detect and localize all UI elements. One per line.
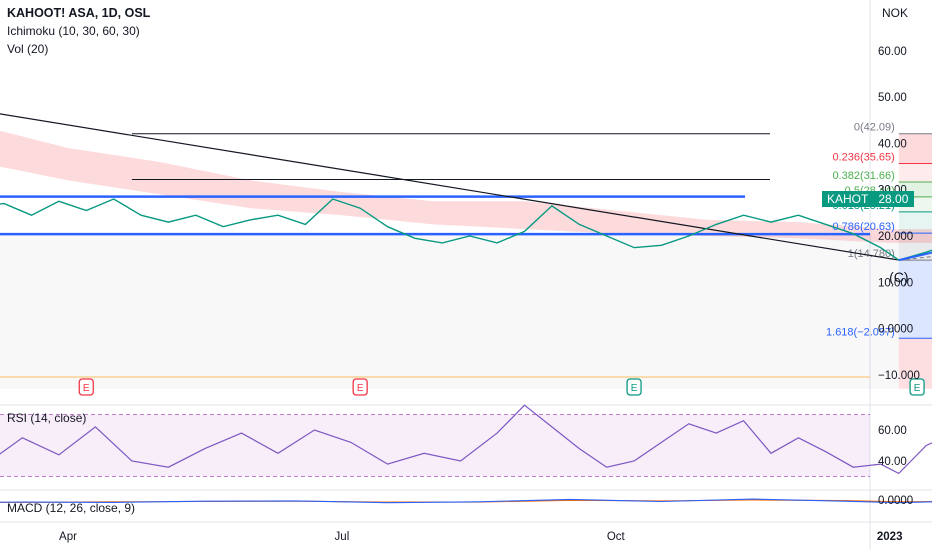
fib-label-0.786: 0.786(20.63) [832, 221, 894, 233]
time-tick-1: Jul [335, 531, 350, 543]
ichimoku-cloud [0, 130, 932, 243]
price-tick-1: 50.00 [878, 92, 907, 104]
earnings-marker-2 [626, 378, 642, 396]
fib-zone-1-1618 [898, 260, 932, 339]
fib-label-0: 0(42.09) [854, 122, 895, 134]
price-tick-5: 10.000 [878, 277, 913, 289]
earnings-marker-3 [909, 378, 925, 396]
price-line [0, 198, 932, 261]
rsi-tick-1: 40.00 [878, 456, 907, 468]
price-tick-2: 40.00 [878, 138, 907, 150]
ichimoku-label[interactable]: Ichimoku (10, 30, 60, 30) [7, 24, 140, 38]
fib-label-0.236: 0.236(35.65) [832, 152, 894, 164]
price-tick-0: 60.00 [878, 46, 907, 58]
volume-label[interactable]: Vol (20) [7, 42, 49, 56]
price-tick-6: 0.0000 [878, 324, 913, 336]
macd-label[interactable]: MACD (12, 26, close, 9) [7, 501, 136, 515]
rsi-tick-0: 60.00 [878, 425, 907, 437]
time-tick-3: 2023 [877, 531, 903, 543]
descending-trendline [0, 113, 899, 261]
wave-label-0: (C) [889, 269, 908, 285]
time-tick-2: Oct [607, 531, 626, 543]
fib-label-0.382: 0.382(31.66) [832, 170, 894, 182]
rsi-line [0, 404, 932, 475]
rsi-label[interactable]: RSI (14, close) [7, 411, 87, 425]
earnings-marker-text-1: E [357, 383, 364, 394]
price-tick-7: −10.000 [878, 370, 920, 382]
time-tick-0: Apr [59, 531, 77, 543]
earnings-marker-text-2: E [631, 383, 638, 394]
macd-line [0, 498, 932, 504]
fib-label-1.618: 1.618(−2.097) [826, 326, 895, 338]
currency-label[interactable]: NOK [881, 6, 908, 20]
earnings-marker-text-0: E [83, 383, 90, 394]
macd-tick-0: 0.0000 [878, 495, 913, 507]
fib-zone-0-0236 [898, 133, 932, 164]
price-tag-value: 28.00 [878, 192, 909, 206]
last-price-tag: KAHOT 28.00 [822, 191, 914, 207]
price-tag-symbol: KAHOT [827, 192, 869, 206]
fib-zone-0236-0382 [898, 163, 932, 183]
earnings-marker-text-3: E [914, 383, 921, 394]
earnings-marker-1 [352, 378, 368, 396]
price-tick-4: 20.000 [878, 231, 913, 243]
chart-title: KAHOOT! ASA, 1D, OSL [7, 6, 151, 20]
fib-zone-0618-0786 [898, 211, 932, 234]
shaded-region-left [0, 233, 899, 389]
rsi-band [0, 414, 870, 477]
macd-signal-line [0, 499, 932, 503]
earnings-marker-0 [78, 378, 94, 396]
